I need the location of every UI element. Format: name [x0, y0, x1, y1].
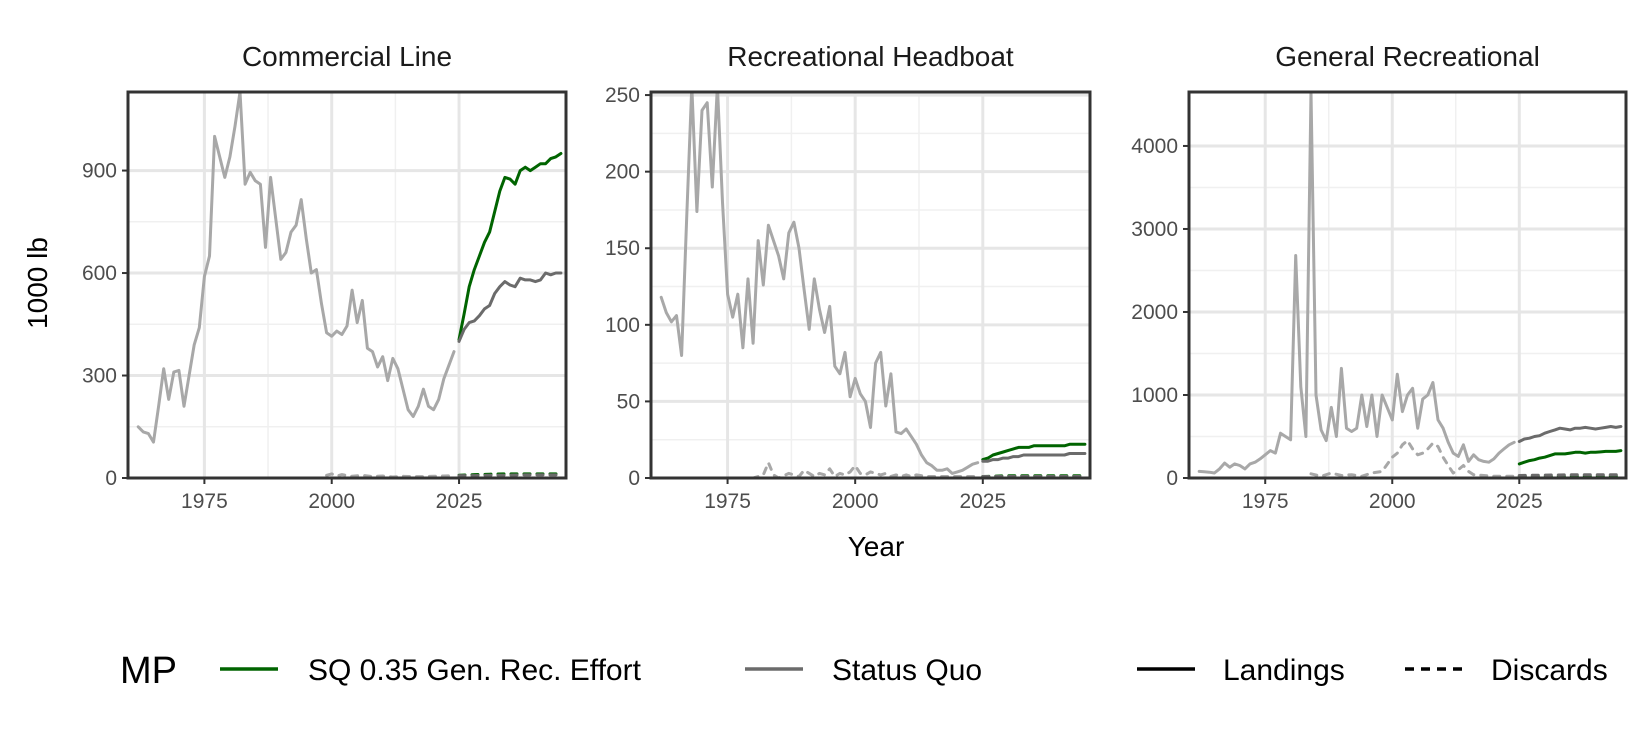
y-tick-label: 3000 — [1131, 218, 1178, 241]
historical-landings-line — [136, 92, 456, 444]
x-axis-title: Year — [848, 531, 905, 562]
status_quo-discards-line — [1517, 473, 1623, 477]
y-tick-label: 200 — [605, 161, 640, 184]
y-tick-label: 50 — [617, 390, 640, 413]
panel-2: 0 1000 2000 3000 4000 1975 2000 2025 General Rec… — [1131, 41, 1628, 513]
status_quo-discards-line — [457, 473, 563, 478]
x-tick-label: 2000 — [308, 490, 355, 513]
panel-border — [126, 90, 568, 480]
status_quo-landings-line — [1517, 425, 1623, 443]
historical-discards-line — [659, 461, 980, 478]
panel-background — [128, 92, 566, 478]
x-tick-label: 1975 — [181, 490, 228, 513]
panel-background — [1189, 92, 1626, 478]
legend-label-sq035: SQ 0.35 Gen. Rec. Effort — [308, 654, 642, 687]
panel-1: 0 50 100 150 200 250 1975 2000 2025 Recreational … — [605, 41, 1092, 513]
legend-label-discards: Discards — [1491, 654, 1608, 687]
historical-discards-line — [1309, 439, 1516, 478]
panel-border — [1187, 90, 1628, 480]
panel-0: 0 300 600 900 1975 2000 2025 Commercial Line — [82, 41, 568, 513]
y-tick-label: 300 — [82, 365, 117, 388]
legend: MP SQ 0.35 Gen. Rec. Effort Status Quo L… — [120, 650, 1608, 692]
y-tick-label: 250 — [605, 84, 640, 107]
y-tick-label: 900 — [82, 160, 117, 183]
series-group — [1197, 92, 1623, 478]
x-tick-label: 1975 — [1242, 490, 1289, 513]
sq035-landings-line — [1517, 449, 1623, 466]
series-group — [136, 92, 563, 478]
historical-discards-line — [325, 472, 456, 478]
legend-label-status-quo: Status Quo — [832, 654, 982, 687]
historical-landings-line — [659, 92, 980, 475]
y-tick-label: 0 — [105, 467, 117, 490]
x-tick-label: 2025 — [436, 490, 483, 513]
y-tick-label: 150 — [605, 237, 640, 260]
y-tick-label: 4000 — [1131, 135, 1178, 158]
y-tick-label: 600 — [82, 262, 117, 285]
sq035-landings-line — [981, 442, 1087, 462]
historical-landings-line — [1197, 92, 1516, 475]
x-tick-label: 1975 — [704, 490, 751, 513]
y-tick-label: 100 — [605, 314, 640, 337]
y-tick-label: 2000 — [1131, 301, 1178, 324]
y-tick-label: 0 — [628, 467, 640, 490]
panel-border — [649, 90, 1092, 480]
x-tick-label: 2000 — [832, 490, 879, 513]
x-tick-label: 2025 — [959, 490, 1006, 513]
panel-title: Commercial Line — [242, 41, 452, 72]
panel-title: Recreational Headboat — [727, 41, 1014, 72]
sq035-landings-line — [457, 152, 563, 342]
y-tick-label: 0 — [1166, 467, 1178, 490]
status_quo-landings-line — [457, 271, 563, 343]
status_quo-landings-line — [981, 452, 1087, 463]
x-tick-label: 2025 — [1496, 490, 1543, 513]
legend-label-landings: Landings — [1223, 654, 1345, 687]
legend-mp-title: MP — [120, 650, 177, 692]
y-axis-title: 1000 lb — [22, 237, 53, 329]
y-tick-label: 1000 — [1131, 384, 1178, 407]
panel-title: General Recreational — [1275, 41, 1540, 72]
x-tick-label: 2000 — [1369, 490, 1416, 513]
